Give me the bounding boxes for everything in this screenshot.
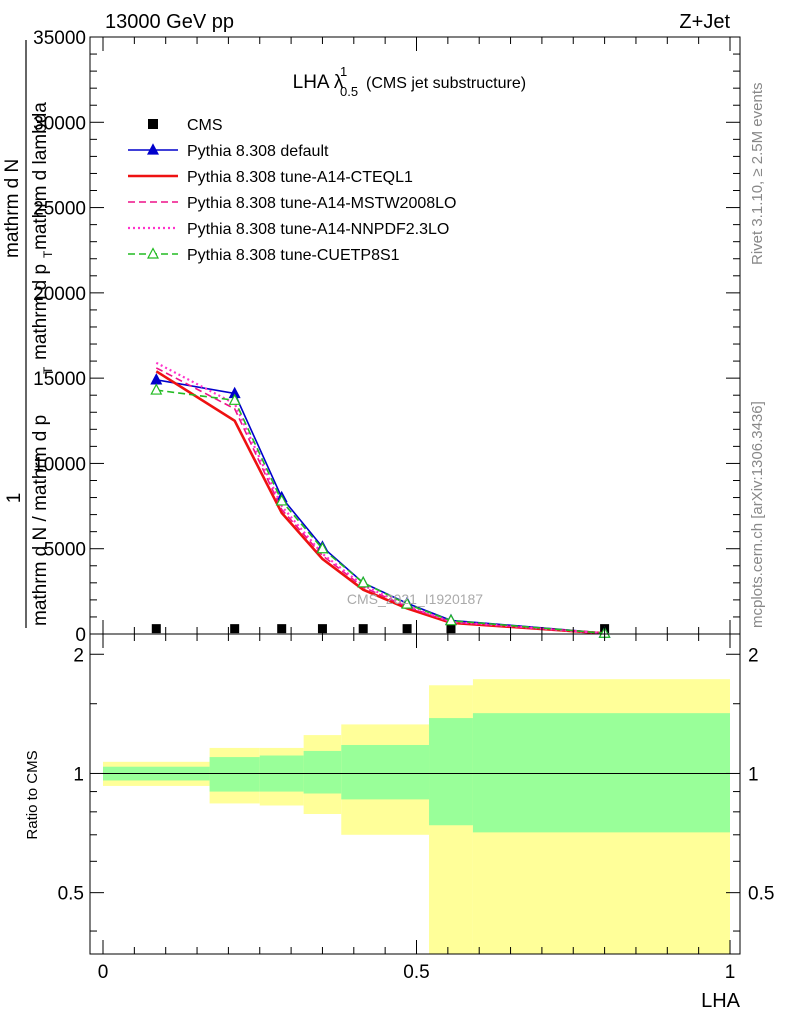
legend-item: Pythia 8.308 default [128, 143, 329, 160]
series-marker [444, 613, 457, 626]
ratio-panel: 0.5 0.5 1 1 2 2 0 0.5 1 Ratio to CMS LHA [24, 633, 774, 1012]
series-marker [150, 383, 163, 395]
watermark: CMS_2021_I1920187 [347, 591, 483, 607]
rivet-label: Rivet 3.1.10, ≥ 2.5M events [749, 83, 766, 266]
xtick-label: 0.5 [403, 962, 429, 983]
legend-item: Pythia 8.308 tune-A14-MSTW2008LO [128, 195, 456, 212]
xlabel: LHA [701, 990, 741, 1012]
series-marker [401, 597, 414, 609]
ratio-bands [103, 679, 730, 954]
ylabel-numerator-dn: mathrm d N [2, 159, 23, 258]
legend-item: Pythia 8.308 tune-CUETP8S1 [128, 247, 400, 264]
svg-text:LHA λ: LHA λ [293, 72, 344, 93]
series-5 [150, 383, 611, 638]
legend-label: Pythia 8.308 default [187, 143, 329, 160]
series-marker [228, 393, 241, 405]
header-left: 13000 GeV pp [105, 11, 234, 33]
main-ytick-label: 25000 [33, 199, 86, 220]
xtick-label: 1 [725, 962, 736, 983]
plot-title: LHA λ 1 0.5 (CMS jet substructure) [293, 64, 526, 99]
ratio-green-band [472, 713, 730, 833]
cms-point [446, 624, 456, 634]
cms-point [358, 624, 368, 634]
legend-item: Pythia 8.308 tune-A14-NNPDF2.3LO [128, 221, 449, 238]
ratio-ytick-label: 1 [73, 764, 84, 785]
main-panel: 0 5000 10000 15000 20000 25000 30000 35000 CMS_… [2, 28, 741, 646]
main-ytick-label: 30000 [33, 113, 86, 134]
ylabel-one: 1 [4, 493, 25, 504]
legend-marker [147, 247, 159, 259]
ratio-green-band [209, 757, 260, 792]
ratio-frame [89, 633, 741, 955]
main-ytick-label: 5000 [44, 540, 86, 561]
series-marker [316, 541, 329, 554]
legend-label: Pythia 8.308 tune-A14-MSTW2008LO [187, 195, 456, 212]
title-sub: 0.5 [340, 84, 358, 99]
cms-point [402, 624, 412, 634]
series-line [156, 389, 605, 634]
cms-point [277, 624, 287, 634]
ratio-ylabel: Ratio to CMS [24, 750, 41, 839]
main-ytick-label: 0 [75, 625, 86, 646]
legend-label: Pythia 8.308 tune-CUETP8S1 [187, 247, 400, 264]
series-marker [150, 373, 163, 385]
series-line [155, 367, 605, 635]
title-suffix: (CMS jet substructure) [366, 75, 526, 92]
legend-item: Pythia 8.308 tune-A14-CTEQL1 [128, 169, 413, 186]
ratio-green-band [303, 750, 342, 794]
legend: CMS Pythia 8.308 default Pythia 8.308 tune… [128, 117, 456, 264]
main-ytick-label: 20000 [33, 284, 86, 305]
xtick-label: 0 [98, 962, 109, 983]
title-main: LHA λ [293, 72, 344, 93]
mcplots-label: mcplots.cern.ch [arXiv:1306.3436] [749, 401, 766, 628]
series-marker [357, 576, 370, 588]
ratio-green-band [341, 744, 430, 800]
ylabel-denominator: mathrm d N / mathrm d p [30, 415, 51, 626]
legend-swatch [148, 119, 158, 129]
series-marker [275, 494, 288, 506]
ylabel-numerator-sub: T [41, 250, 55, 258]
series-2 [155, 370, 605, 635]
ratio-ytick-label: 2 [73, 645, 84, 666]
ylabel-numerator-dl: mathrm d lambda [30, 102, 51, 250]
legend-label: Pythia 8.308 tune-A14-NNPDF2.3LO [187, 221, 449, 238]
cms-point [230, 624, 240, 634]
legend-label: CMS [187, 117, 223, 134]
ratio-ytick-label: 0.5 [58, 884, 84, 905]
ylabel-numerator-dp: mathrm d p [30, 264, 51, 360]
ratio-ticks: 0.5 0.5 1 1 2 2 0 0.5 1 [58, 634, 774, 983]
ratio-ytick-label-right: 1 [748, 764, 759, 785]
main-ytick-label: 35000 [33, 28, 86, 49]
cms-point [151, 624, 161, 634]
ratio-ytick-label-right: 0.5 [748, 884, 774, 905]
main-ytick-label: 15000 [33, 369, 86, 390]
main-marks [150, 361, 611, 638]
legend-marker [147, 143, 159, 155]
series-3 [155, 367, 605, 635]
ylabel-denominator-sub: T [41, 366, 55, 374]
main-ytick-label: 10000 [33, 454, 86, 475]
ratio-ytick-label-right: 2 [748, 645, 759, 666]
main-ylabel: 1 mathrm d N / mathrm d p T mathrm d N m… [2, 40, 55, 628]
header-right: Z+Jet [679, 11, 730, 33]
title-sup: 1 [340, 64, 347, 79]
ratio-green-band [429, 718, 473, 826]
series-line [155, 370, 605, 635]
main-ticks: 0 5000 10000 15000 20000 25000 30000 35000 [33, 28, 740, 646]
legend-label: Pythia 8.308 tune-A14-CTEQL1 [187, 169, 413, 186]
legend-item: CMS [148, 117, 223, 134]
